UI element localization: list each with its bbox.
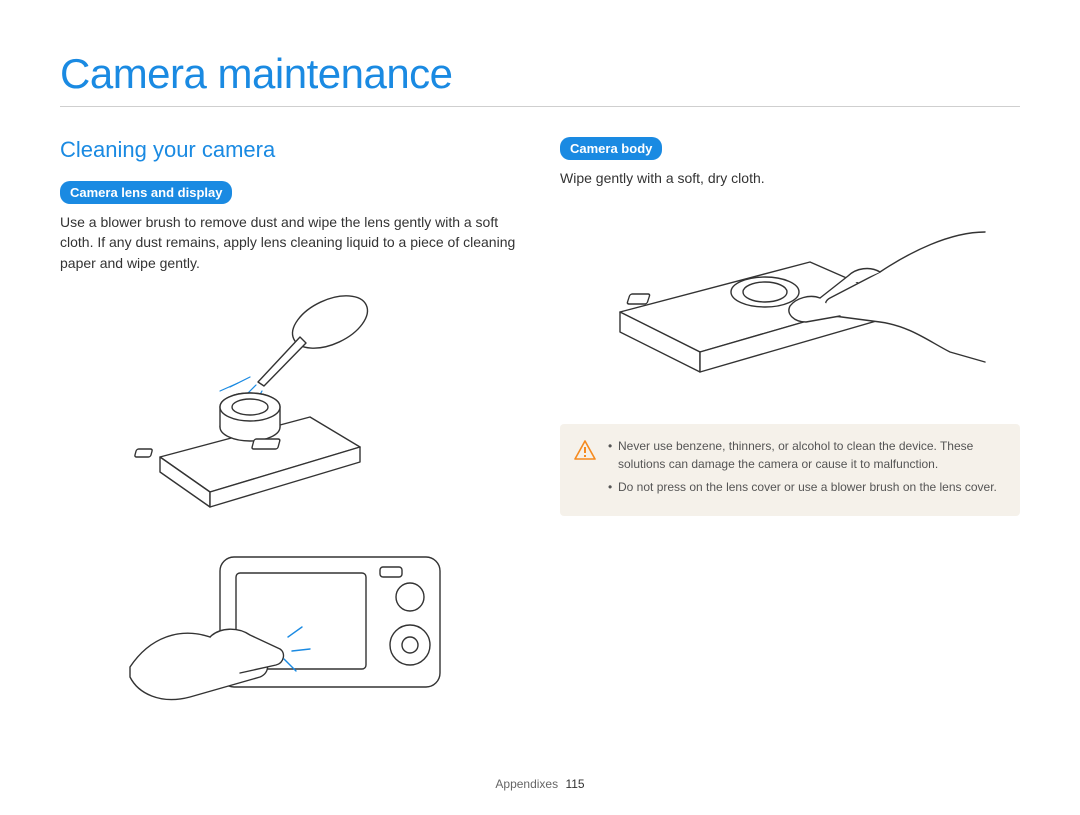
lens-display-instructions: Use a blower brush to remove dust and wi… [60,212,520,273]
caution-box: Never use benzene, thinners, or alcohol … [560,424,1020,516]
footer-page-number: 115 [565,777,584,791]
page-footer: Appendixes 115 [0,777,1080,791]
camera-body-heading-pill: Camera body [560,137,662,160]
lens-display-heading-pill: Camera lens and display [60,181,232,204]
footer-section-label: Appendixes [495,777,558,791]
section-heading: Cleaning your camera [60,137,520,163]
left-column: Cleaning your camera Camera lens and dis… [60,137,520,727]
caution-list: Never use benzene, thinners, or alcohol … [608,438,1004,502]
blower-on-camera-illustration [130,287,450,517]
page-title: Camera maintenance [60,50,1020,107]
hand-wiping-body-illustration [590,202,990,402]
caution-item: Never use benzene, thinners, or alcohol … [608,438,1004,473]
manual-page: Camera maintenance Cleaning your camera … [0,0,1080,815]
two-column-layout: Cleaning your camera Camera lens and dis… [60,137,1020,727]
right-column: Camera body Wipe gently with a soft, dry… [560,137,1020,727]
warning-icon [574,440,596,460]
caution-item: Do not press on the lens cover or use a … [608,479,1004,496]
hand-wiping-display-illustration [120,527,460,717]
camera-body-instructions: Wipe gently with a soft, dry cloth. [560,168,1020,188]
